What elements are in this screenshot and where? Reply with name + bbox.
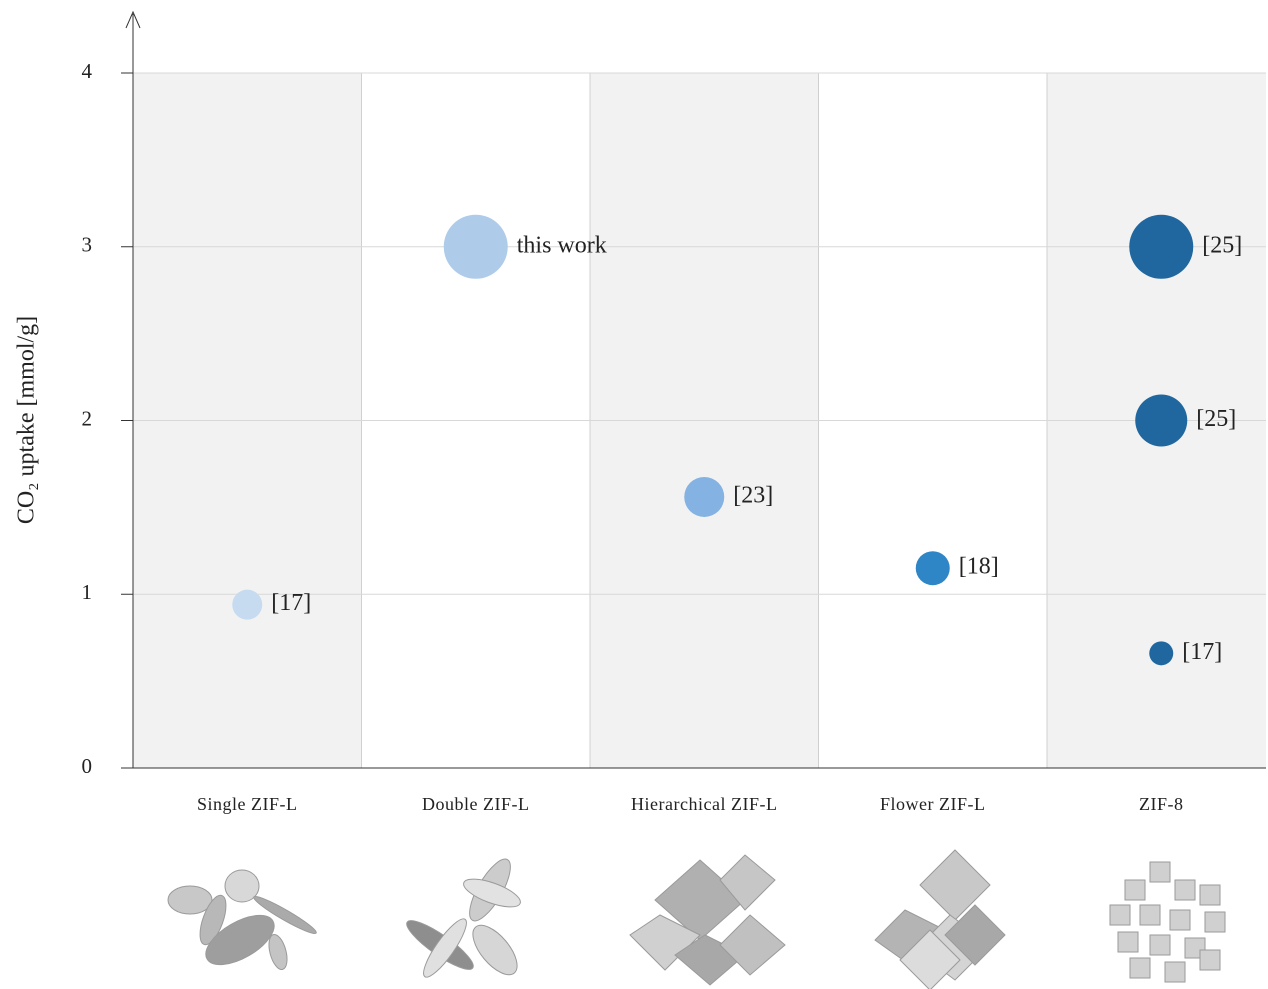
point-label: [25] [1202,232,1242,258]
y-tick-label: 4 [82,59,93,83]
icon-zif8 [1110,862,1225,982]
bubble [1149,641,1173,665]
icon-double [401,854,525,982]
bubble [684,477,724,517]
point-label: [17] [271,590,311,616]
icon-flower [875,850,1005,989]
y-tick-label: 0 [82,754,93,778]
point-label: [17] [1182,639,1222,665]
point-label: [25] [1196,406,1236,432]
bubble [232,590,262,620]
point-label: [23] [733,482,773,508]
point-label: this work [517,232,607,258]
x-tick-label: Hierarchical ZIF-L [631,794,777,814]
y-tick-label: 2 [82,406,93,430]
icon-single [168,870,319,975]
page: 0 1 2 3 4 CO₂ uptake [mmol/g] Single ZIF-L [1… [0,0,1268,989]
bubble [1129,215,1193,279]
y-tick-label: 1 [82,580,93,604]
x-tick-label: Double ZIF-L [422,794,529,814]
x-tick-label: ZIF-8 [1139,794,1184,814]
icon-hierarchical [630,855,785,985]
bubble [916,551,950,585]
bubble [1135,395,1187,447]
morphology-icons [168,850,1225,989]
chart: 0 1 2 3 4 CO₂ uptake [mmol/g] Single ZIF-L [1… [0,0,1268,989]
x-tick-label: Flower ZIF-L [880,794,985,814]
y-axis-label: CO₂ uptake [mmol/g] [14,316,40,524]
point-label: [18] [959,554,999,580]
x-tick-label: Single ZIF-L [197,794,298,814]
bubble [444,215,508,279]
y-tick-label: 3 [82,233,93,257]
